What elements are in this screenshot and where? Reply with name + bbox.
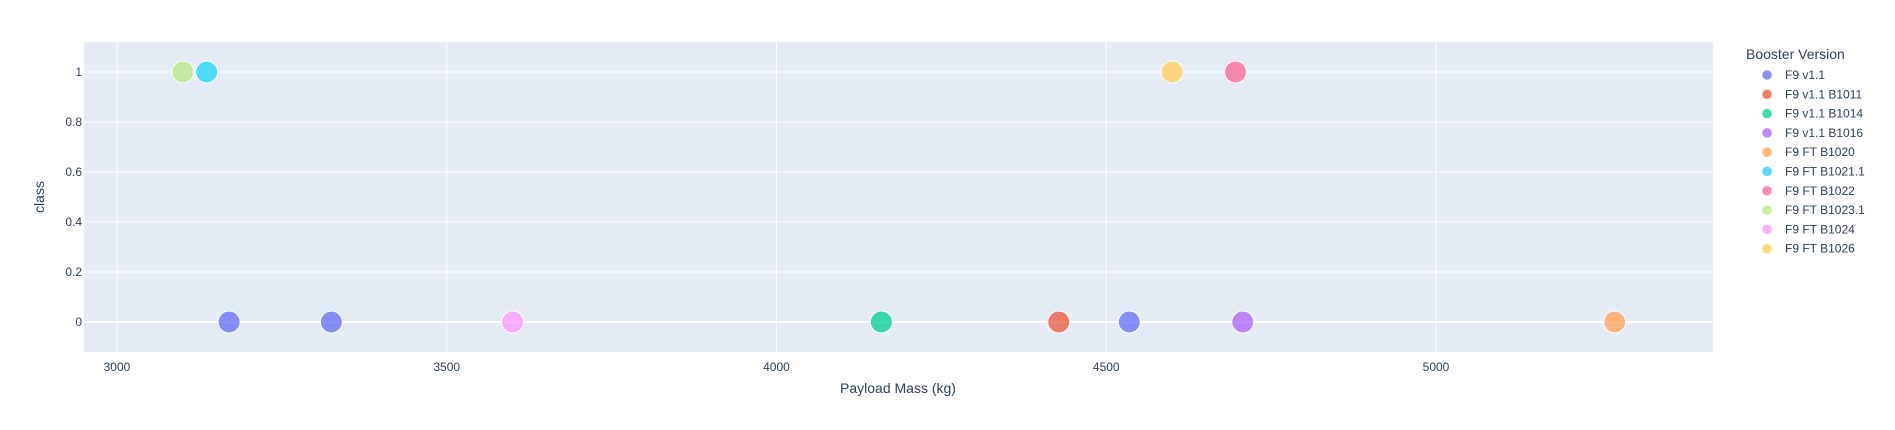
x-tick-label: 3500 <box>433 360 460 374</box>
y-tick-label: 0.2 <box>65 265 82 279</box>
legend-marker <box>1761 108 1773 119</box>
data-point <box>1603 310 1627 334</box>
legend-label: F9 FT B1026 <box>1785 242 1855 256</box>
legend-marker <box>1761 69 1773 81</box>
legend-label: F9 v1.1 B1016 <box>1785 126 1863 140</box>
legend-label: F9 v1.1 B1014 <box>1785 107 1863 121</box>
legend-marker <box>1761 243 1773 254</box>
legend-item[interactable]: F9 v1.1 B1016 <box>1761 126 1863 140</box>
data-point <box>1224 60 1248 84</box>
legend-label: F9 FT B1021.1 <box>1785 165 1865 179</box>
data-point <box>195 60 219 84</box>
data-point <box>1047 310 1071 334</box>
y-axis-ticks: 0 0.2 0.4 0.6 0.8 1 <box>65 65 82 329</box>
legend-item[interactable]: F9 FT B1020 <box>1761 145 1855 159</box>
legend-items: F9 v1.1 F9 v1.1 B1011 F9 v1.1 B1014 F9 v1.1… <box>1761 68 1865 256</box>
y-tick-label: 0 <box>75 315 82 329</box>
legend-label: F9 v1.1 B1011 <box>1785 87 1862 101</box>
legend-marker <box>1761 146 1773 158</box>
y-tick-label: 0.4 <box>65 215 82 229</box>
x-tick-label: 5000 <box>1423 360 1450 374</box>
data-point <box>217 310 241 334</box>
legend-label: F9 v1.1 <box>1785 68 1825 82</box>
data-point <box>869 310 893 334</box>
data-point <box>171 60 195 84</box>
grid <box>84 42 1713 352</box>
legend-marker <box>1761 204 1773 216</box>
x-axis-ticks: 3000 3500 4000 4500 5000 <box>104 360 1450 374</box>
legend-item[interactable]: F9 FT B1022 <box>1761 184 1855 198</box>
data-point <box>319 310 343 334</box>
legend-marker <box>1761 224 1773 235</box>
legend-marker <box>1761 166 1773 177</box>
x-tick-label: 4500 <box>1093 360 1120 374</box>
legend-item[interactable]: F9 FT B1023.1 <box>1761 203 1865 217</box>
data-point <box>1231 310 1255 334</box>
legend-item[interactable]: F9 FT B1026 <box>1761 242 1855 256</box>
data-point <box>1160 60 1184 84</box>
x-tick-label: 4000 <box>763 360 790 374</box>
legend-marker <box>1761 127 1773 139</box>
legend-item[interactable]: F9 FT B1024 <box>1761 222 1855 236</box>
legend-label: F9 FT B1020 <box>1785 145 1855 159</box>
legend-item[interactable]: F9 FT B1021.1 <box>1761 165 1865 179</box>
legend-label: F9 FT B1023.1 <box>1785 203 1865 217</box>
legend-title: Booster Version <box>1746 46 1845 62</box>
y-tick-label: 0.8 <box>65 115 82 129</box>
legend-marker <box>1761 185 1773 197</box>
legend-label: F9 FT B1022 <box>1785 184 1855 198</box>
y-tick-label: 0.6 <box>65 165 82 179</box>
data-markers <box>171 60 1627 334</box>
legend-item[interactable]: F9 v1.1 B1011 <box>1761 87 1862 101</box>
plot-area <box>84 42 1713 352</box>
legend-label: F9 FT B1024 <box>1785 222 1855 236</box>
x-axis-title: Payload Mass (kg) <box>840 380 956 396</box>
legend-marker <box>1761 89 1773 100</box>
data-point <box>1117 310 1141 334</box>
legend-item[interactable]: F9 v1.1 <box>1761 68 1825 82</box>
legend-item[interactable]: F9 v1.1 B1014 <box>1761 107 1863 121</box>
data-point <box>501 310 525 334</box>
y-tick-label: 1 <box>75 65 82 79</box>
x-tick-label: 3000 <box>104 360 131 374</box>
y-axis-title: class <box>31 181 47 213</box>
